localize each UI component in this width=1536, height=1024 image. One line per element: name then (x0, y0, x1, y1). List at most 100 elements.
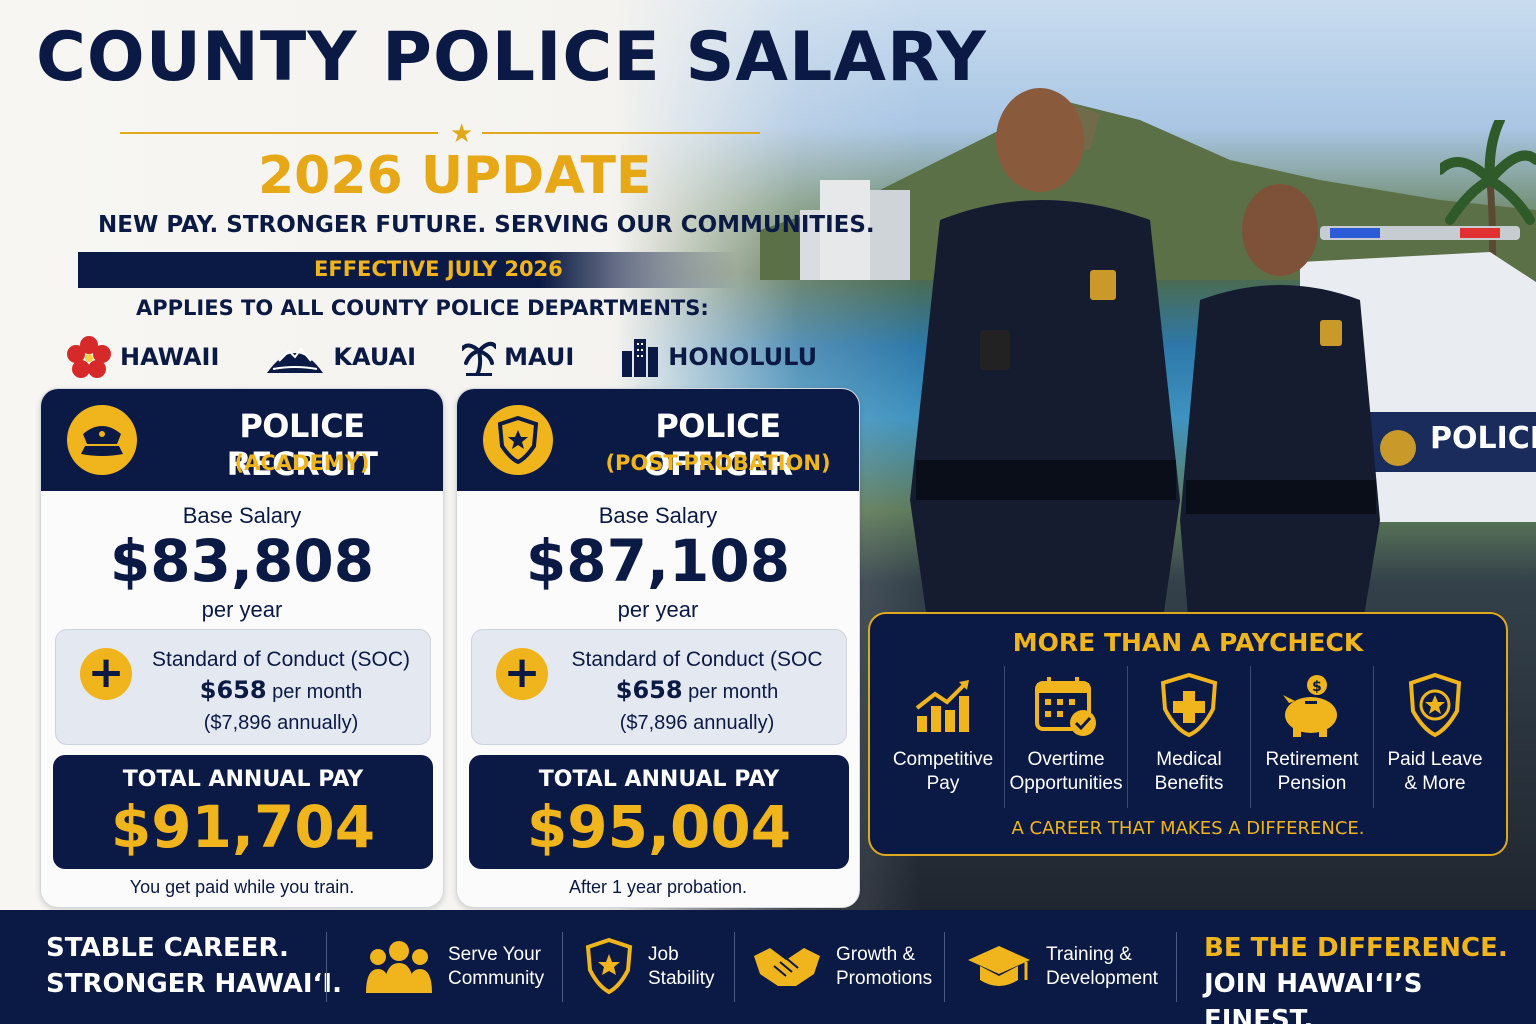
county-name: MAUI (504, 343, 575, 371)
piggy-bank-icon: $ (1279, 668, 1345, 744)
total-pay-value: $95,004 (526, 793, 792, 861)
soc-amount-line: $658 per month (562, 676, 832, 704)
soc-bonus-box: + Standard of Conduct (SOC) $658 per mon… (55, 629, 431, 745)
soc-amount: $658 (615, 676, 683, 704)
soc-bonus-box: + Standard of Conduct (SOC $658 per mont… (471, 629, 847, 745)
county-name: HONOLULU (668, 343, 818, 371)
benefit-item: Overtime Opportunities (1005, 666, 1128, 808)
soc-label: Standard of Conduct (SOC (571, 648, 823, 671)
footer-right-line2: JOIN HAWAIʻI’S FINEST. (1204, 969, 1423, 1024)
county-honolulu: HONOLULU (620, 337, 817, 377)
county-name: HAWAII (120, 343, 220, 371)
benefit-label: Paid Leave & More (1387, 749, 1483, 794)
per-year-label: per year (201, 597, 283, 622)
soc-unit: per month (272, 681, 363, 703)
footer-item-growth: Growth & Promotions (752, 934, 932, 1000)
per-year-label: per year (617, 597, 699, 622)
footer-item-label: Serve Your Community (448, 944, 545, 989)
base-salary-value: $83,808 (109, 527, 375, 595)
soc-annual: ($7,896 annually) (619, 712, 775, 734)
officers-illustration (910, 88, 1380, 640)
footer-bar: STABLE CAREER. STRONGER HAWAIʻI. Serve Y… (0, 910, 1536, 1024)
soc-unit: per month (688, 681, 779, 703)
base-salary-label: Base Salary (182, 503, 302, 528)
footer-slogan-right: BE THE DIFFERENCE. JOIN HAWAIʻI’S FINEST… (1204, 930, 1536, 1024)
card-header: POLICE RECRUIT (ACADEMY) (41, 389, 443, 491)
benefit-item: Paid Leave & More (1374, 666, 1496, 808)
total-pay-box: TOTAL ANNUAL PAY $91,704 (53, 755, 433, 869)
benefit-item: $ Retirement Pension (1251, 666, 1374, 808)
role-phase: (ACADEMY) (234, 451, 370, 475)
plus-icon: + (496, 648, 548, 700)
page-subtitle: 2026 UPDATE (258, 146, 652, 206)
footer-item-training: Training & Development (966, 934, 1158, 1000)
hibiscus-icon (67, 336, 111, 378)
svg-text:$: $ (1312, 679, 1322, 695)
footer-divider (734, 932, 735, 1002)
footer-item-label: Job Stability (648, 944, 715, 989)
recruit-salary-card: POLICE RECRUIT (ACADEMY) Base Salary $83… (40, 388, 444, 908)
page-title: COUNTY POLICE SALARY (36, 18, 987, 97)
shield-star-icon (585, 938, 633, 995)
county-list: HAWAII KAUAI MAUI HONOLULU (66, 336, 817, 378)
benefit-label: Retirement Pension (1265, 749, 1359, 794)
footer-left-line2: STRONGER HAWAIʻI. (46, 969, 342, 999)
soc-label: Standard of Conduct (SOC) (152, 648, 410, 671)
footer-divider (562, 932, 563, 1002)
role-title: POLICE RECRUIT (226, 407, 378, 483)
benefits-panel: MORE THAN A PAYCHECK Competitive Pay (868, 612, 1508, 856)
county-hawaii: HAWAII (66, 336, 219, 378)
county-maui: MAUI (462, 337, 574, 377)
benefit-item: Competitive Pay (882, 666, 1005, 808)
soc-amount-line: $658 per month (146, 676, 416, 704)
total-pay-box: TOTAL ANNUAL PAY $95,004 (469, 755, 849, 869)
footer-item-stability: Job Stability (584, 934, 715, 1000)
plus-icon: + (80, 648, 132, 700)
handshake-icon (754, 948, 820, 986)
car-police-label: POLICE (1430, 421, 1536, 456)
footer-divider (1176, 932, 1177, 1002)
base-salary-value: $87,108 (525, 527, 791, 595)
benefit-label: Overtime Opportunities (1009, 749, 1123, 794)
footer-divider (944, 932, 945, 1002)
tagline: NEW PAY. STRONGER FUTURE. SERVING OUR CO… (98, 212, 875, 238)
community-people-icon (366, 941, 432, 993)
soc-annual: ($7,896 annually) (203, 712, 359, 734)
benefits-title: MORE THAN A PAYCHECK (1012, 628, 1364, 657)
card-note: After 1 year probation. (568, 877, 748, 897)
role-phase: (POST-PROBATION) (605, 451, 831, 475)
star-icon: ★ (450, 118, 474, 148)
police-badge-icon (483, 405, 553, 475)
benefit-label: Competitive Pay (892, 749, 994, 794)
effective-date-banner: EFFECTIVE JULY 2026 (78, 252, 738, 288)
role-title: POLICE OFFICER (643, 407, 793, 483)
footer-left-line1: STABLE CAREER. (46, 933, 289, 963)
soc-amount: $658 (199, 676, 267, 704)
total-pay-value: $91,704 (110, 793, 376, 861)
card-note: You get paid while you train. (129, 877, 355, 897)
benefits-footer: A CAREER THAT MAKES A DIFFERENCE. (1011, 818, 1365, 839)
title-divider: ★ (120, 118, 760, 148)
medical-shield-icon (1159, 668, 1219, 744)
benefits-list: Competitive Pay Overtime Opportunities (882, 666, 1496, 808)
benefit-label: Medical Benefits (1154, 749, 1224, 794)
base-salary-label: Base Salary (598, 503, 718, 528)
footer-item-label: Training & Development (1046, 944, 1158, 989)
calendar-check-icon (1033, 668, 1099, 744)
footer-item-label: Growth & Promotions (836, 944, 933, 989)
county-name: KAUAI (333, 343, 417, 371)
city-buildings-icon (622, 339, 659, 377)
badge-star-icon (1405, 668, 1465, 744)
mountain-icon (267, 347, 324, 373)
footer-right-line1: BE THE DIFFERENCE. (1204, 933, 1508, 963)
footer-item-community: Serve Your Community (364, 934, 544, 1000)
footer-slogan-left: STABLE CAREER. STRONGER HAWAIʻI. (46, 930, 342, 1002)
officer-salary-card: POLICE OFFICER (POST-PROBATION) Base Sal… (456, 388, 860, 908)
graduation-cap-icon (968, 946, 1030, 986)
total-pay-label: TOTAL ANNUAL PAY (122, 767, 364, 792)
palm-tree-icon (462, 341, 497, 376)
card-header: POLICE OFFICER (POST-PROBATION) (457, 389, 859, 491)
benefit-item: Medical Benefits (1128, 666, 1251, 808)
footer-divider (326, 932, 327, 1002)
effective-date-text: EFFECTIVE JULY 2026 (314, 257, 563, 281)
